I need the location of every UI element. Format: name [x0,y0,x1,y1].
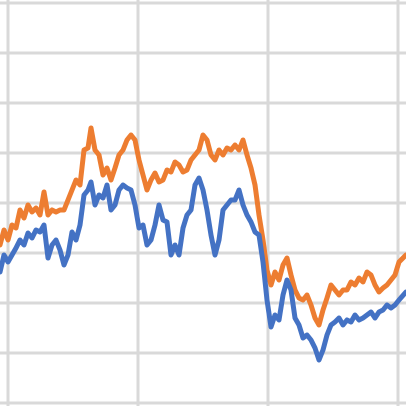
blue-series-line [0,175,406,363]
orange-series-line [0,125,406,328]
series-lines [0,125,406,363]
